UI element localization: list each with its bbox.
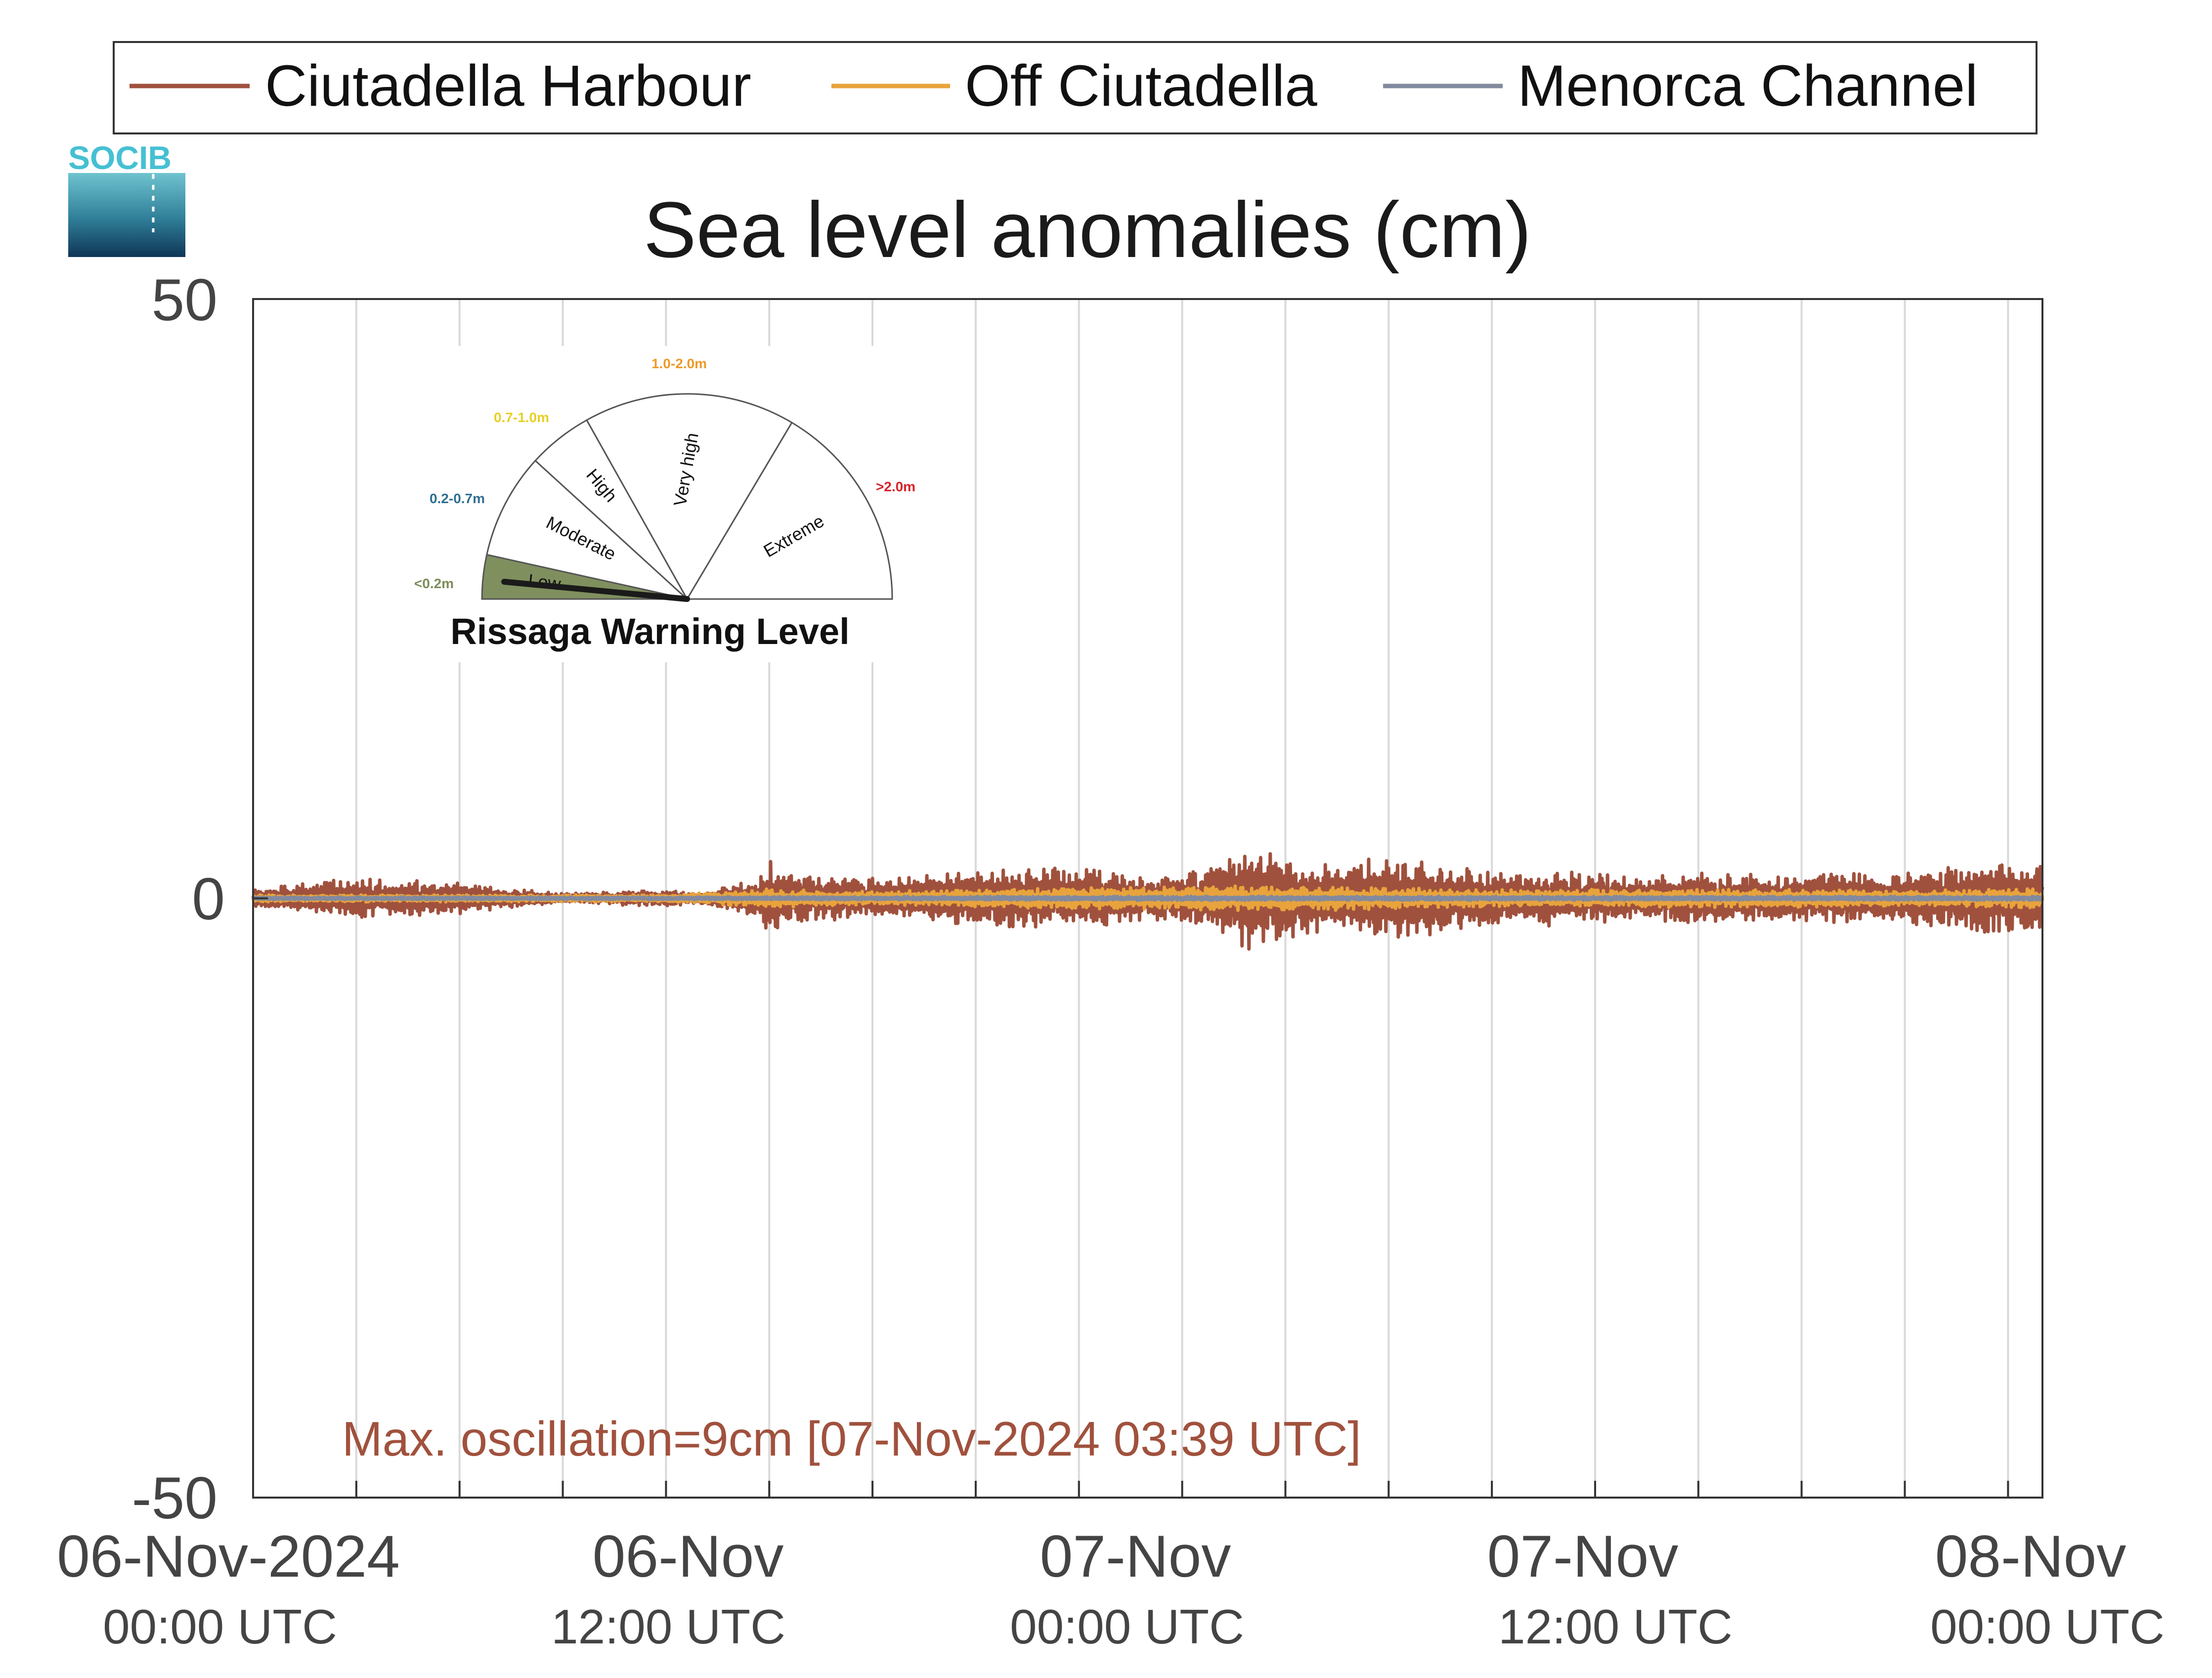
legend-label-off-ciutadella: Off Ciutadella [965, 53, 1317, 119]
gauge-range-extreme: >2.0m [876, 479, 915, 494]
gauge-sector-very-high [585, 393, 793, 601]
chart-title: Sea level anomalies (cm) [644, 185, 1531, 274]
x-tick-time-24: 00:00 UTC [1010, 1599, 1244, 1654]
max-oscillation-annotation: Max. oscillation=9cm [07-Nov-2024 03:39 … [342, 1412, 1361, 1466]
socib-logo: SOCIB [68, 139, 185, 257]
x-tick-time-48: 00:00 UTC [1930, 1599, 2165, 1654]
x-tick-date-0: 06-Nov-2024 [57, 1523, 400, 1590]
series-line-menorca-channel [252, 894, 2044, 903]
gauge-sector-moderate [486, 459, 690, 601]
x-tick-time-36: 12:00 UTC [1498, 1599, 1733, 1654]
legend-label-ciutadella-harbour: Ciutadella Harbour [265, 53, 751, 119]
legend-label-menorca-channel: Menorca Channel [1518, 53, 1978, 119]
axis-ticks [253, 298, 2009, 1499]
y-tick-label-0: 0 [192, 866, 225, 932]
socib-logo-block [68, 173, 185, 257]
gauge-sector-extreme [686, 421, 893, 600]
y-tick-label-minus-50: -50 [132, 1465, 217, 1531]
x-tick-time-12: 12:00 UTC [551, 1599, 785, 1654]
gauge-title: Rissaga Warning Level [450, 611, 849, 652]
rissaga-gauge: Low Moderate High Very high Extreme <0.2… [401, 346, 925, 662]
legend-box [113, 41, 2038, 134]
gauge-range-high: 0.7-1.0m [494, 410, 549, 425]
x-tick-date-48: 08-Nov [1935, 1523, 2126, 1590]
socib-logo-text: SOCIB [68, 139, 172, 176]
x-tick-date-12: 06-Nov [593, 1523, 784, 1590]
gauge-range-moderate: 0.2-0.7m [430, 491, 485, 506]
series-layer [251, 852, 2044, 951]
x-tick-date-24: 07-Nov [1040, 1523, 1231, 1590]
x-tick-time-0: 00:00 UTC [103, 1599, 337, 1654]
gauge-needle [501, 579, 690, 602]
gauge-range-low: <0.2m [414, 576, 454, 591]
y-tick-label-50: 50 [152, 267, 217, 333]
x-tick-date-36: 07-Nov [1487, 1523, 1679, 1590]
gauge-range-very-high: 1.0-2.0m [651, 356, 707, 371]
legend: Ciutadella Harbour Off Ciutadella Menorc… [113, 41, 2038, 134]
